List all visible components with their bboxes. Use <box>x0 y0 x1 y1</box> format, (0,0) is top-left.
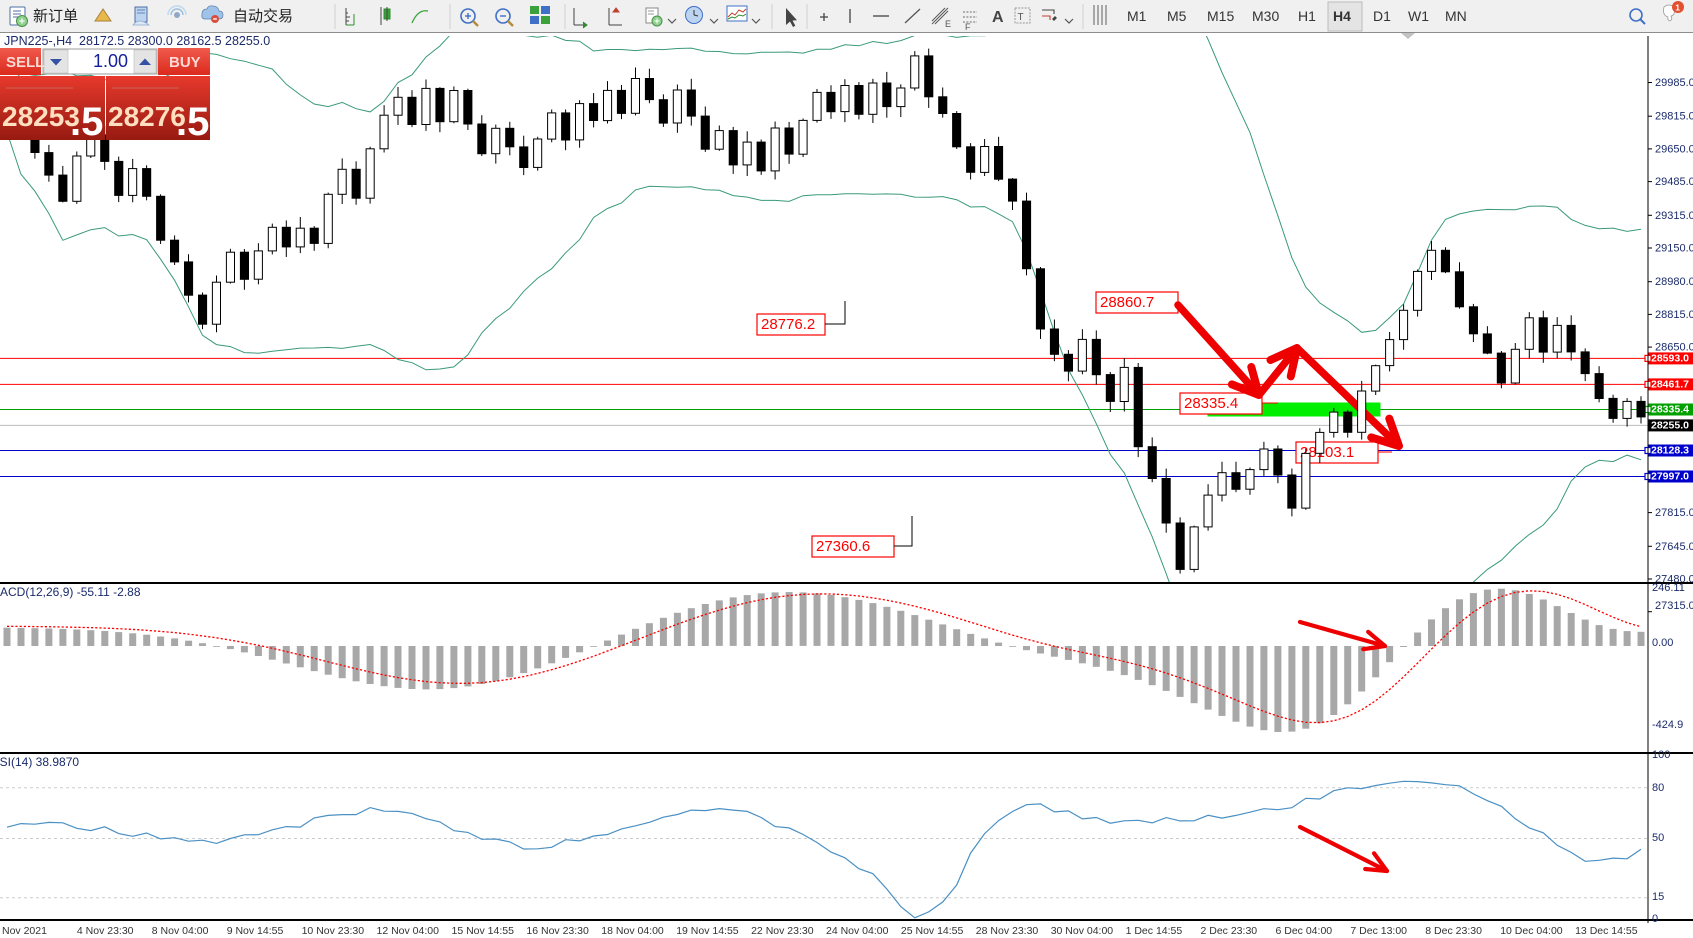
svg-text:W1: W1 <box>1408 8 1429 24</box>
svg-text:28253: 28253 <box>2 101 80 132</box>
svg-text:28980.0: 28980.0 <box>1655 276 1693 288</box>
svg-text:1: 1 <box>1675 2 1680 12</box>
svg-text:28128.3: 28128.3 <box>1651 445 1689 457</box>
svg-text:27997.0: 27997.0 <box>1651 471 1689 483</box>
svg-text:27645.0: 27645.0 <box>1655 541 1693 553</box>
svg-text:E: E <box>945 19 951 29</box>
svg-text:28255.0: 28255.0 <box>1651 419 1689 431</box>
svg-text:28593.0: 28593.0 <box>1651 352 1689 364</box>
svg-text:自动交易: 自动交易 <box>233 7 293 25</box>
svg-text:28650.0: 28650.0 <box>1655 342 1693 354</box>
svg-text:27815.0: 27815.0 <box>1655 507 1693 519</box>
svg-text:H1: H1 <box>1298 8 1316 24</box>
svg-text:SELL: SELL <box>6 54 44 71</box>
svg-text:28335.4: 28335.4 <box>1651 404 1689 416</box>
svg-text:A: A <box>992 9 1004 26</box>
svg-text:T: T <box>1018 12 1024 23</box>
svg-text:29315.0: 29315.0 <box>1655 210 1693 222</box>
svg-text:.5: .5 <box>70 100 103 140</box>
svg-text:F: F <box>965 22 971 32</box>
svg-text:.5: .5 <box>176 100 209 140</box>
svg-text:28461.7: 28461.7 <box>1651 378 1689 390</box>
svg-text:29650.0: 29650.0 <box>1655 143 1693 155</box>
svg-text:新订单: 新订单 <box>33 8 78 25</box>
svg-text:BUY: BUY <box>169 54 201 71</box>
svg-text:29150.0: 29150.0 <box>1655 243 1693 255</box>
svg-text:M1: M1 <box>1127 8 1147 24</box>
svg-text:MN: MN <box>1445 8 1467 24</box>
svg-text:29485.0: 29485.0 <box>1655 176 1693 188</box>
svg-text:29985.0: 29985.0 <box>1655 77 1693 89</box>
svg-text:M5: M5 <box>1167 8 1187 24</box>
svg-text:28815.0: 28815.0 <box>1655 309 1693 321</box>
svg-text:H4: H4 <box>1333 8 1351 24</box>
svg-text:28276: 28276 <box>108 101 186 132</box>
svg-text:D1: D1 <box>1373 8 1391 24</box>
svg-text:29815.0: 29815.0 <box>1655 111 1693 123</box>
svg-text:M15: M15 <box>1207 8 1234 24</box>
svg-text:M30: M30 <box>1252 8 1279 24</box>
svg-text:1.00: 1.00 <box>93 51 128 71</box>
